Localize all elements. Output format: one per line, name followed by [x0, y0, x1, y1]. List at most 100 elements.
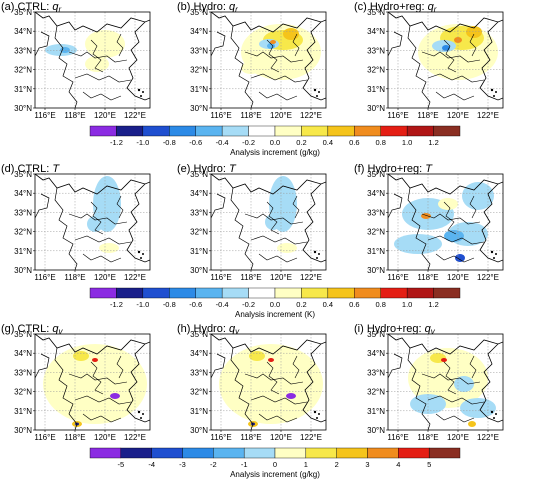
field-blob [286, 393, 296, 399]
lon-tick-label: 120°E [447, 111, 469, 120]
lon-tick-label: 122°E [300, 273, 322, 282]
lat-tick-label: 32°N [190, 66, 208, 75]
lat-tick-label: 31°N [14, 247, 32, 256]
lat-tick-label: 31°N [367, 247, 385, 256]
lon-tick-label: 120°E [447, 273, 469, 282]
field-blob [270, 40, 276, 44]
panel-title: (e) Hydro: T [177, 163, 237, 175]
colorbar-tick-label: -1 [241, 460, 248, 469]
lat-tick-label: 31°N [190, 85, 208, 94]
lat-tick-label: 35°N [14, 330, 32, 339]
field-blob [110, 393, 120, 399]
lon-tick-label: 122°E [124, 433, 146, 442]
lat-tick-label: 31°N [14, 407, 32, 416]
field-blob [265, 214, 281, 230]
lat-tick-label: 32°N [190, 388, 208, 397]
colorbar-swatch [213, 447, 245, 459]
colorbar-tick-label: -5 [117, 460, 124, 469]
colorbar-swatch [142, 125, 170, 137]
colorbar-swatch [248, 287, 276, 299]
lat-tick-label: 32°N [190, 228, 208, 237]
field-blob [441, 358, 447, 362]
colorbar-swatch [367, 447, 399, 459]
field-blob [466, 26, 482, 38]
lon-tick-label: 120°E [94, 433, 116, 442]
lat-tick-label: 33°N [190, 208, 208, 217]
colorbar-tick-label: -2 [210, 460, 217, 469]
lon-tick-label: 116°E [34, 433, 55, 442]
map-area [211, 174, 326, 270]
colorbar-tick-label: -0.8 [163, 138, 176, 147]
colorbar-tick-label: 1.0 [402, 300, 412, 309]
lon-tick-label: 116°E [34, 273, 55, 282]
lat-tick-label: 32°N [367, 228, 385, 237]
lon-tick-label: 122°E [477, 273, 499, 282]
lat-tick-label: 30°N [14, 104, 32, 113]
colorbar-swatch [151, 447, 183, 459]
lon-tick-label: 116°E [387, 433, 408, 442]
lon-tick-label: 122°E [300, 433, 322, 442]
lat-tick-label: 34°N [14, 189, 32, 198]
colorbar-tick-label: -1.2 [110, 138, 123, 147]
lat-tick-label: 30°N [14, 426, 32, 435]
lat-tick-label: 34°N [190, 189, 208, 198]
colorbar-swatch [327, 125, 355, 137]
colorbar-swatch [433, 287, 461, 299]
lat-tick-label: 34°N [190, 349, 208, 358]
map-area [388, 174, 503, 270]
map-frame [387, 11, 504, 109]
colorbar-swatch [89, 287, 117, 299]
colorbar-tick-label: 0.2 [296, 300, 306, 309]
colorbar-swatch [142, 287, 170, 299]
lat-tick-label: 32°N [14, 388, 32, 397]
lat-tick-label: 31°N [367, 407, 385, 416]
lon-tick-label: 120°E [447, 433, 469, 442]
field-blob [85, 56, 109, 72]
lat-tick-label: 30°N [190, 104, 208, 113]
lon-tick-label: 118°E [240, 273, 261, 282]
colorbar-swatch [120, 447, 152, 459]
colorbar-swatch [406, 125, 434, 137]
map-frame [387, 173, 504, 271]
colorbar-swatch [116, 287, 144, 299]
colorbar-tick-label: -0.4 [216, 300, 229, 309]
colorbar-tick-label: -1.0 [136, 300, 149, 309]
colorbar-swatch [116, 125, 144, 137]
lon-tick-label: 118°E [417, 111, 438, 120]
field-blob [455, 254, 465, 262]
lon-tick-label: 118°E [240, 433, 261, 442]
lat-tick-label: 34°N [367, 27, 385, 36]
colorbar-swatch [221, 125, 249, 137]
lon-tick-label: 116°E [387, 111, 408, 120]
colorbar-swatch [305, 447, 337, 459]
colorbar-tick-label: -1.0 [136, 138, 149, 147]
lon-tick-label: 116°E [210, 433, 231, 442]
colorbar-swatch [406, 287, 434, 299]
colorbar-tick-label: 0 [273, 460, 277, 469]
colorbar-label: Analysis increment (g/kg) [230, 470, 320, 479]
lon-tick-label: 118°E [417, 433, 438, 442]
panel-title: (b) Hydro: qr [177, 1, 238, 14]
colorbar-tick-label: -3 [179, 460, 186, 469]
colorbar-3: -5 -4 -3 -2 -1 0 1 2 3 4 5 Analysis increment (g/kg… [89, 447, 461, 479]
field-blob [43, 344, 147, 424]
lon-tick-label: 116°E [210, 111, 231, 120]
colorbar-tick-label: 4 [396, 460, 400, 469]
lat-tick-label: 30°N [190, 426, 208, 435]
lat-tick-label: 31°N [367, 85, 385, 94]
colorbar-tick-label: -0.2 [242, 138, 255, 147]
colorbar-tick-label: 0.4 [323, 138, 333, 147]
field-blob [277, 243, 297, 253]
colorbar-tick-label: 0.6 [349, 300, 359, 309]
colorbar-2: -1.2 -1.0 -0.8 -0.6 -0.4 -0.2 0.0 0.2 0.4 0.6 0.8 1… [89, 287, 461, 319]
lon-tick-label: 118°E [64, 273, 85, 282]
panel-title: (f) Hydro+reg: T [354, 163, 433, 175]
colorbar-tick-label: 1.2 [428, 300, 438, 309]
lon-tick-label: 120°E [270, 433, 292, 442]
colorbar-swatch [195, 125, 223, 137]
lat-tick-label: 35°N [367, 330, 385, 339]
colorbar-swatch [398, 447, 430, 459]
